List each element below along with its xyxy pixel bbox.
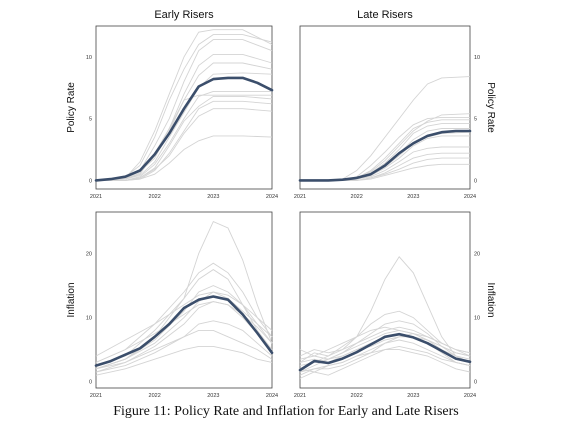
panel-frame [95, 25, 273, 190]
x-tick-label: 2024 [266, 393, 278, 399]
series-line [95, 29, 273, 181]
x-tick-label: 2022 [351, 194, 363, 200]
series-line [95, 262, 273, 363]
y-tick-label: 20 [474, 252, 480, 258]
panel-frame [95, 211, 273, 389]
panel-frame [299, 211, 471, 389]
panel-3: 2021 2022 2023 2024 0 10 20 Inflation [66, 211, 278, 399]
x-tick-label: 2024 [266, 194, 278, 200]
x-tick-label: 2023 [407, 194, 419, 200]
y-tick-label: 0 [89, 178, 92, 184]
series-line [299, 333, 471, 360]
y-tick-label: 20 [86, 252, 92, 258]
mean-line [94, 295, 274, 367]
x-tick-label: 2021 [294, 393, 306, 399]
series-line [95, 34, 273, 181]
series-line [299, 349, 471, 379]
series-line [96, 135, 273, 181]
mean-line [298, 332, 472, 372]
series-line [95, 301, 273, 363]
series-line [95, 221, 273, 370]
y-tick-label: 0 [474, 178, 477, 184]
figure-caption: Figure 11: Policy Rate and Inflation for… [113, 404, 459, 419]
panel-2: 2021 2022 2023 2024 0 5 10 Late Risers Policy Ra… [294, 9, 496, 200]
x-tick-label: 2021 [294, 194, 306, 200]
x-tick-label: 2023 [407, 393, 419, 399]
mean-line [298, 129, 472, 182]
y-axis-label: Inflation [485, 282, 496, 317]
series-line [96, 108, 273, 181]
y-tick-label: 5 [89, 117, 92, 123]
x-tick-label: 2022 [149, 194, 161, 200]
panel-1: 2021 2022 2023 2024 0 5 10 Early Risers Policy R… [66, 9, 278, 200]
series-line [95, 53, 273, 181]
series-line [95, 345, 273, 376]
y-axis-label: Policy Rate [66, 82, 77, 133]
series-line [95, 329, 273, 370]
series-line [95, 72, 273, 181]
y-tick-label: 5 [474, 117, 477, 123]
panel-4: 2021 2022 2023 2024 0 10 20 Inflation [294, 211, 496, 399]
x-tick-label: 2023 [207, 194, 219, 200]
y-axis-label: Policy Rate [485, 82, 496, 133]
series-line [299, 326, 471, 357]
series-line [95, 320, 273, 373]
panel-title: Early Risers [154, 9, 214, 21]
series-line [299, 345, 471, 373]
series-line [299, 336, 471, 373]
x-tick-label: 2024 [464, 393, 476, 399]
y-axis-label: Inflation [66, 282, 77, 317]
series-line [96, 90, 272, 181]
y-tick-label: 10 [474, 55, 480, 61]
series-line [95, 94, 272, 181]
x-tick-label: 2021 [90, 393, 102, 399]
y-tick-label: 10 [86, 55, 92, 61]
x-tick-label: 2022 [351, 393, 363, 399]
series-line [95, 291, 273, 357]
panel-frame [299, 25, 471, 190]
y-tick-label: 0 [474, 380, 477, 386]
y-tick-label: 10 [86, 316, 92, 322]
series-line [299, 320, 471, 373]
panel-title: Late Risers [357, 9, 413, 21]
series-line [300, 157, 470, 181]
x-tick-label: 2021 [90, 194, 102, 200]
x-tick-label: 2024 [464, 194, 476, 200]
x-tick-label: 2023 [207, 393, 219, 399]
y-tick-label: 10 [474, 316, 480, 322]
mean-line [94, 76, 274, 182]
x-tick-label: 2022 [149, 393, 161, 399]
y-tick-label: 0 [89, 380, 92, 386]
